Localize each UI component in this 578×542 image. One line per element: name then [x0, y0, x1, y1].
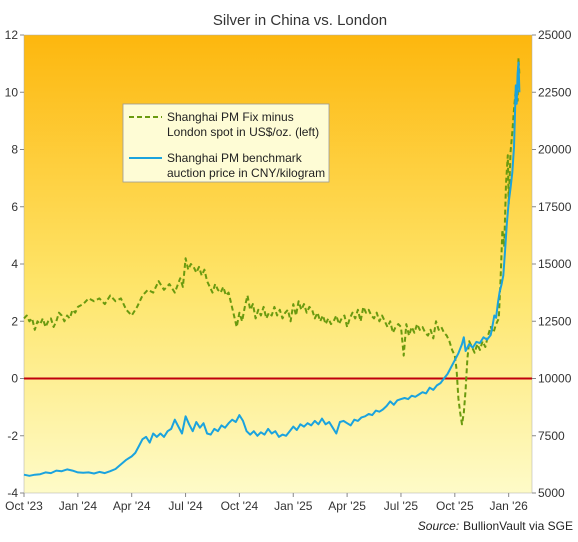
y-left-tick-label: -2 [7, 429, 18, 443]
legend: Shanghai PM Fix minus London spot in US$… [122, 103, 330, 183]
y-right-tick-label: 10000 [538, 372, 572, 386]
x-tick-label: Jan '24 [59, 499, 98, 513]
y-left-tick-label: 2 [11, 314, 18, 328]
x-tick-label: Apr '25 [328, 499, 366, 513]
y-right-tick-label: 15000 [538, 257, 572, 271]
chart-title: Silver in China vs. London [213, 12, 387, 29]
series-line-spread [23, 56, 521, 426]
y-right-tick-label: 25000 [538, 28, 572, 42]
y-left-tick-label: 4 [11, 257, 18, 271]
y-right-tick-label: 12500 [538, 314, 572, 328]
x-tick-label: Oct '23 [5, 499, 43, 513]
x-tick-label: Oct '25 [436, 499, 474, 513]
series-layer [23, 56, 521, 477]
legend-label-price-line2: auction price in CNY/kilogram [167, 166, 325, 180]
x-tick-label: Jul '25 [384, 499, 419, 513]
y-right-tick-label: 22500 [538, 85, 572, 99]
y-left-tick-label: 8 [11, 143, 18, 157]
y-right-tick-label: 17500 [538, 200, 572, 214]
legend-label-spread-line1: Shanghai PM Fix minus [167, 110, 294, 124]
source-note: Source: BullionVault via SGE [418, 519, 573, 533]
x-tick-label: Oct '24 [221, 499, 259, 513]
axis-ticks: -4 -2 0 2 4 6 8 10 12 5000 7500 10000 12500 15000 1750… [5, 28, 572, 513]
legend-label-price-line1: Shanghai PM benchmark [167, 151, 303, 165]
x-tick-label: Jul '24 [168, 499, 203, 513]
y-left-tick-label: 10 [5, 85, 19, 99]
y-left-tick-label: 12 [5, 28, 19, 42]
y-right-tick-label: 20000 [538, 143, 572, 157]
x-tick-label: Jan '26 [490, 499, 529, 513]
source-prefix: Source: [418, 519, 459, 533]
source-text: BullionVault via SGE [463, 519, 573, 533]
y-left-tick-label: 6 [11, 200, 18, 214]
y-left-tick-label: -4 [7, 486, 18, 500]
y-right-tick-label: 5000 [538, 486, 565, 500]
legend-label-spread-line2: London spot in US$/oz. (left) [167, 125, 319, 139]
y-right-tick-label: 7500 [538, 429, 565, 443]
x-tick-label: Jan '25 [274, 499, 313, 513]
y-left-tick-label: 0 [11, 372, 18, 386]
x-tick-label: Apr '24 [113, 499, 151, 513]
series-line-price [23, 61, 521, 477]
